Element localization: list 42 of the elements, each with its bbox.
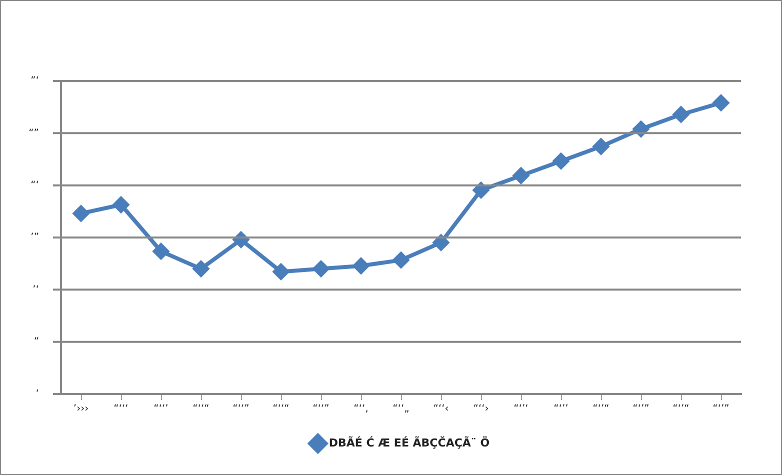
point: [593, 138, 609, 155]
text: ’”: [30, 232, 39, 244]
point: [113, 196, 129, 213]
x-tick-label: “‘‘”: [312, 404, 330, 415]
point: [153, 243, 169, 260]
x-tick-label: “‘’’: [554, 404, 568, 415]
x-tick-label: “‘’”: [632, 404, 650, 415]
x-tick-label: “‘‘‘: [114, 404, 128, 415]
text: ”‘: [30, 76, 39, 87]
point: [233, 232, 249, 248]
point: [313, 260, 329, 277]
text: ‘: [36, 388, 39, 400]
x-tick-label: “‘’“: [672, 404, 690, 415]
point: [633, 121, 649, 138]
x-tick-label: “‘‘’: [154, 404, 168, 415]
x-tick-label: “‘‘„: [392, 404, 410, 415]
point: [353, 258, 369, 274]
point: [73, 205, 89, 222]
x-tick-label: “‘’‘: [514, 404, 528, 415]
point: [273, 264, 289, 280]
text: ”: [34, 336, 39, 348]
x-tick-label: “‘’“: [592, 404, 610, 415]
point: [553, 153, 569, 170]
x-tick-label: “‘‘‚: [354, 404, 368, 415]
point: [673, 106, 689, 122]
point: [473, 182, 489, 198]
x-tick-label: “‘‘“: [192, 404, 210, 415]
point: [513, 168, 529, 184]
text: “‘: [30, 180, 39, 191]
point: [713, 94, 729, 111]
legend-label: DBÃÉ Ć Æ EÉ ÃBÇČAÇÃ¨ Ö: [328, 435, 490, 450]
x-tick-label: “‘‘“: [272, 404, 290, 415]
x-tick-label: “‘’”: [712, 404, 730, 415]
x-tick-label: ’›››: [73, 404, 89, 415]
x-tick-label: “‘‘›: [473, 404, 489, 415]
point: [393, 252, 409, 268]
x-tick-label: “‘‘‹: [433, 404, 449, 415]
point: [193, 260, 209, 277]
text: “”: [28, 128, 39, 139]
x-tick-label: “‘‘”: [232, 404, 250, 415]
point: [433, 234, 449, 251]
text: ’‘: [32, 284, 39, 296]
